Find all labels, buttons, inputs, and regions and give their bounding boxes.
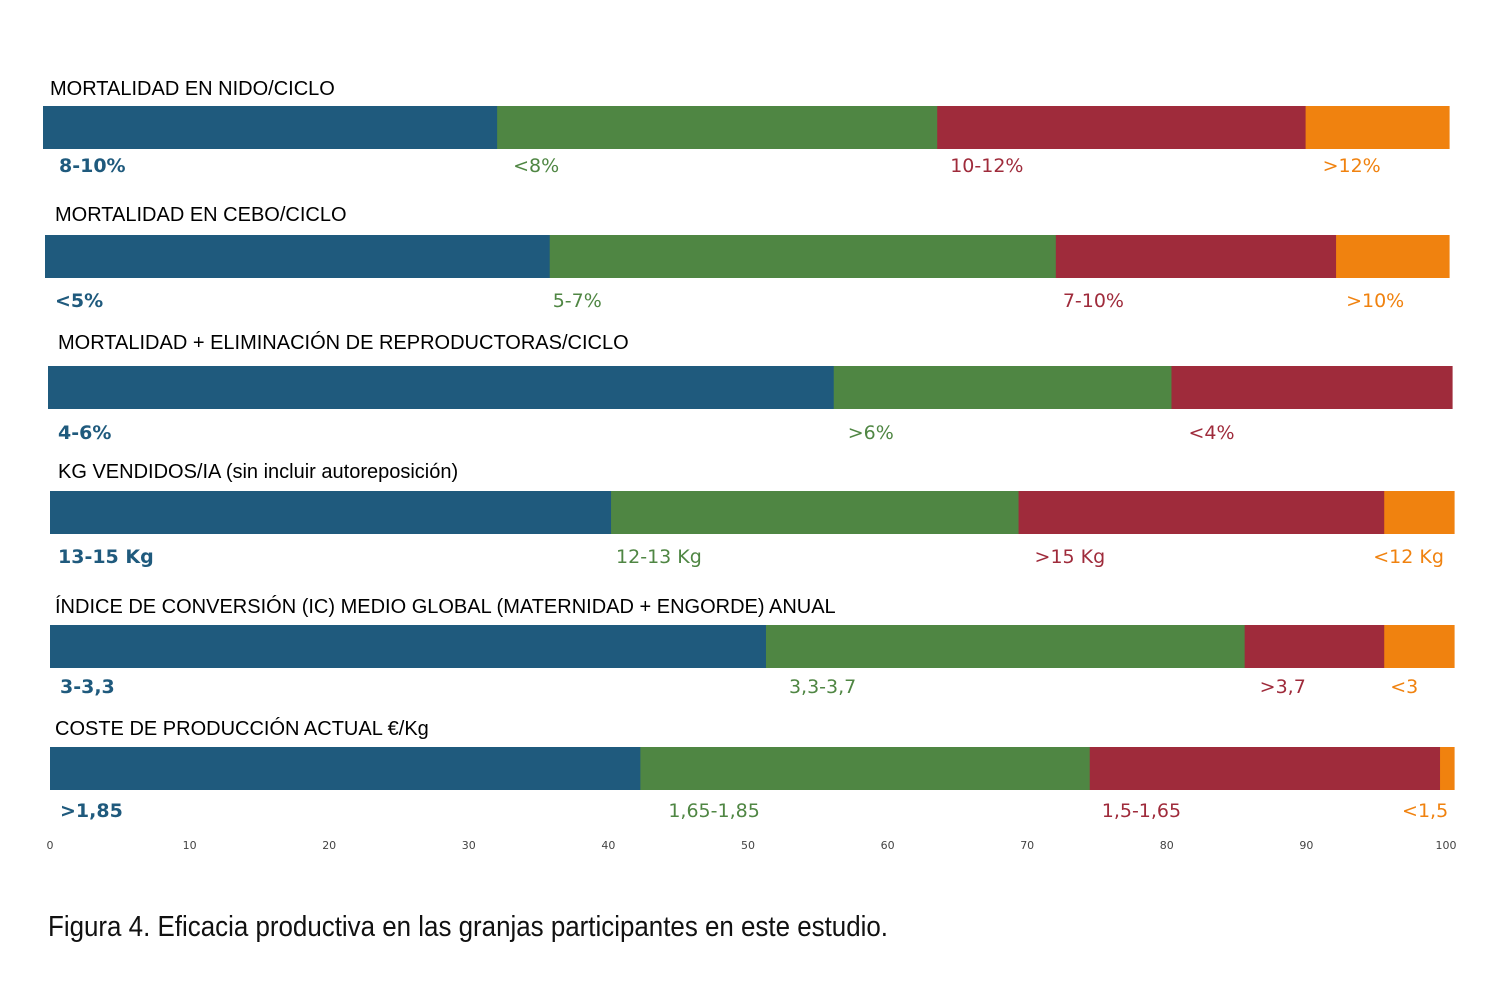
x-tick-label-80: 80 [1160, 839, 1174, 852]
segment-label-r4-s3: >15 Kg [1035, 546, 1106, 568]
segment-label-r3-s1: 4-6% [58, 422, 111, 444]
segment-label-r2-s3: 7-10% [1063, 290, 1124, 312]
bar-segment-r2-s2 [549, 235, 1057, 278]
bar-segment-r1-s1 [43, 106, 498, 149]
row-title-5: ÍNDICE DE CONVERSIÓN (IC) MEDIO GLOBAL (… [55, 595, 836, 618]
segment-label-r5-s4: <3 [1390, 676, 1418, 698]
x-tick-label-60: 60 [881, 839, 895, 852]
segment-label-r4-s2: 12-13 Kg [616, 546, 702, 568]
bar-segment-r6-s2 [640, 747, 1091, 790]
x-tick-label-30: 30 [462, 839, 476, 852]
row-title-4: KG VENDIDOS/IA (sin incluir autoreposici… [58, 461, 458, 483]
row-title-2: MORTALIDAD EN CEBO/CICLO [55, 204, 347, 226]
segment-label-r1-s4: >12% [1323, 155, 1381, 177]
segment-label-r3-s3: <4% [1188, 422, 1234, 444]
segment-label-r6-s2: 1,65-1,85 [668, 800, 759, 822]
bar-segment-r6-s3 [1089, 747, 1441, 790]
x-tick-label-10: 10 [183, 839, 197, 852]
segment-label-r6-s4: <1,5 [1402, 800, 1448, 822]
segment-label-r1-s3: 10-12% [950, 155, 1023, 177]
bar-segment-r3-s3 [1171, 366, 1453, 409]
bar-segment-r5-s3 [1244, 625, 1385, 668]
segment-label-r6-s3: 1,5-1,65 [1102, 800, 1181, 822]
bar-segment-r5-s1 [50, 625, 767, 668]
bar-segment-r4-s4 [1384, 491, 1455, 534]
bar-segment-r3-s1 [48, 366, 835, 409]
bar-segment-r1-s3 [937, 106, 1307, 149]
bar-segment-r4-s2 [611, 491, 1020, 534]
x-tick-label-20: 20 [322, 839, 336, 852]
row-title-6: COSTE DE PRODUCCIÓN ACTUAL €/Kg [55, 717, 429, 740]
segment-label-r1-s2: <8% [513, 155, 559, 177]
bar-segment-r3-s2 [833, 366, 1173, 409]
x-tick-label-0: 0 [47, 839, 54, 852]
segment-label-r3-s2: >6% [848, 422, 894, 444]
bar-segment-r2-s4 [1336, 235, 1450, 278]
row-title-3: MORTALIDAD + ELIMINACIÓN DE REPRODUCTORA… [58, 331, 629, 354]
x-tick-label-70: 70 [1020, 839, 1034, 852]
segment-label-r5-s1: 3-3,3 [60, 676, 115, 698]
segment-label-r4-s1: 13-15 Kg [58, 546, 154, 568]
bar-segment-r1-s2 [497, 106, 938, 149]
figure-caption: Figura 4. Eficacia productiva en las gra… [48, 911, 888, 943]
segment-label-r2-s1: <5% [55, 290, 103, 312]
x-tick-label-40: 40 [601, 839, 615, 852]
x-tick-label-50: 50 [741, 839, 755, 852]
bar-segment-r4-s1 [50, 491, 612, 534]
bar-segment-r6-s1 [50, 747, 641, 790]
row-title-1: MORTALIDAD EN NIDO/CICLO [50, 78, 335, 100]
bar-segment-r2-s1 [45, 235, 551, 278]
bar-segment-r1-s4 [1305, 106, 1450, 149]
bar-segment-r6-s4 [1440, 747, 1455, 790]
bar-segment-r4-s3 [1018, 491, 1385, 534]
segment-label-r6-s1: >1,85 [60, 800, 123, 822]
x-tick-label-90: 90 [1299, 839, 1313, 852]
segment-label-r5-s2: 3,3-3,7 [789, 676, 856, 698]
segment-label-r1-s1: 8-10% [59, 155, 126, 177]
x-tick-label-100: 100 [1436, 839, 1457, 852]
bar-segment-r5-s2 [765, 625, 1246, 668]
bar-segment-r5-s4 [1384, 625, 1455, 668]
bar-segment-r2-s3 [1055, 235, 1337, 278]
segment-label-r2-s2: 5-7% [553, 290, 602, 312]
segment-label-r2-s4: >10% [1346, 290, 1404, 312]
segment-label-r4-s4: <12 Kg [1373, 546, 1444, 568]
segment-label-r5-s3: >3,7 [1260, 676, 1306, 698]
